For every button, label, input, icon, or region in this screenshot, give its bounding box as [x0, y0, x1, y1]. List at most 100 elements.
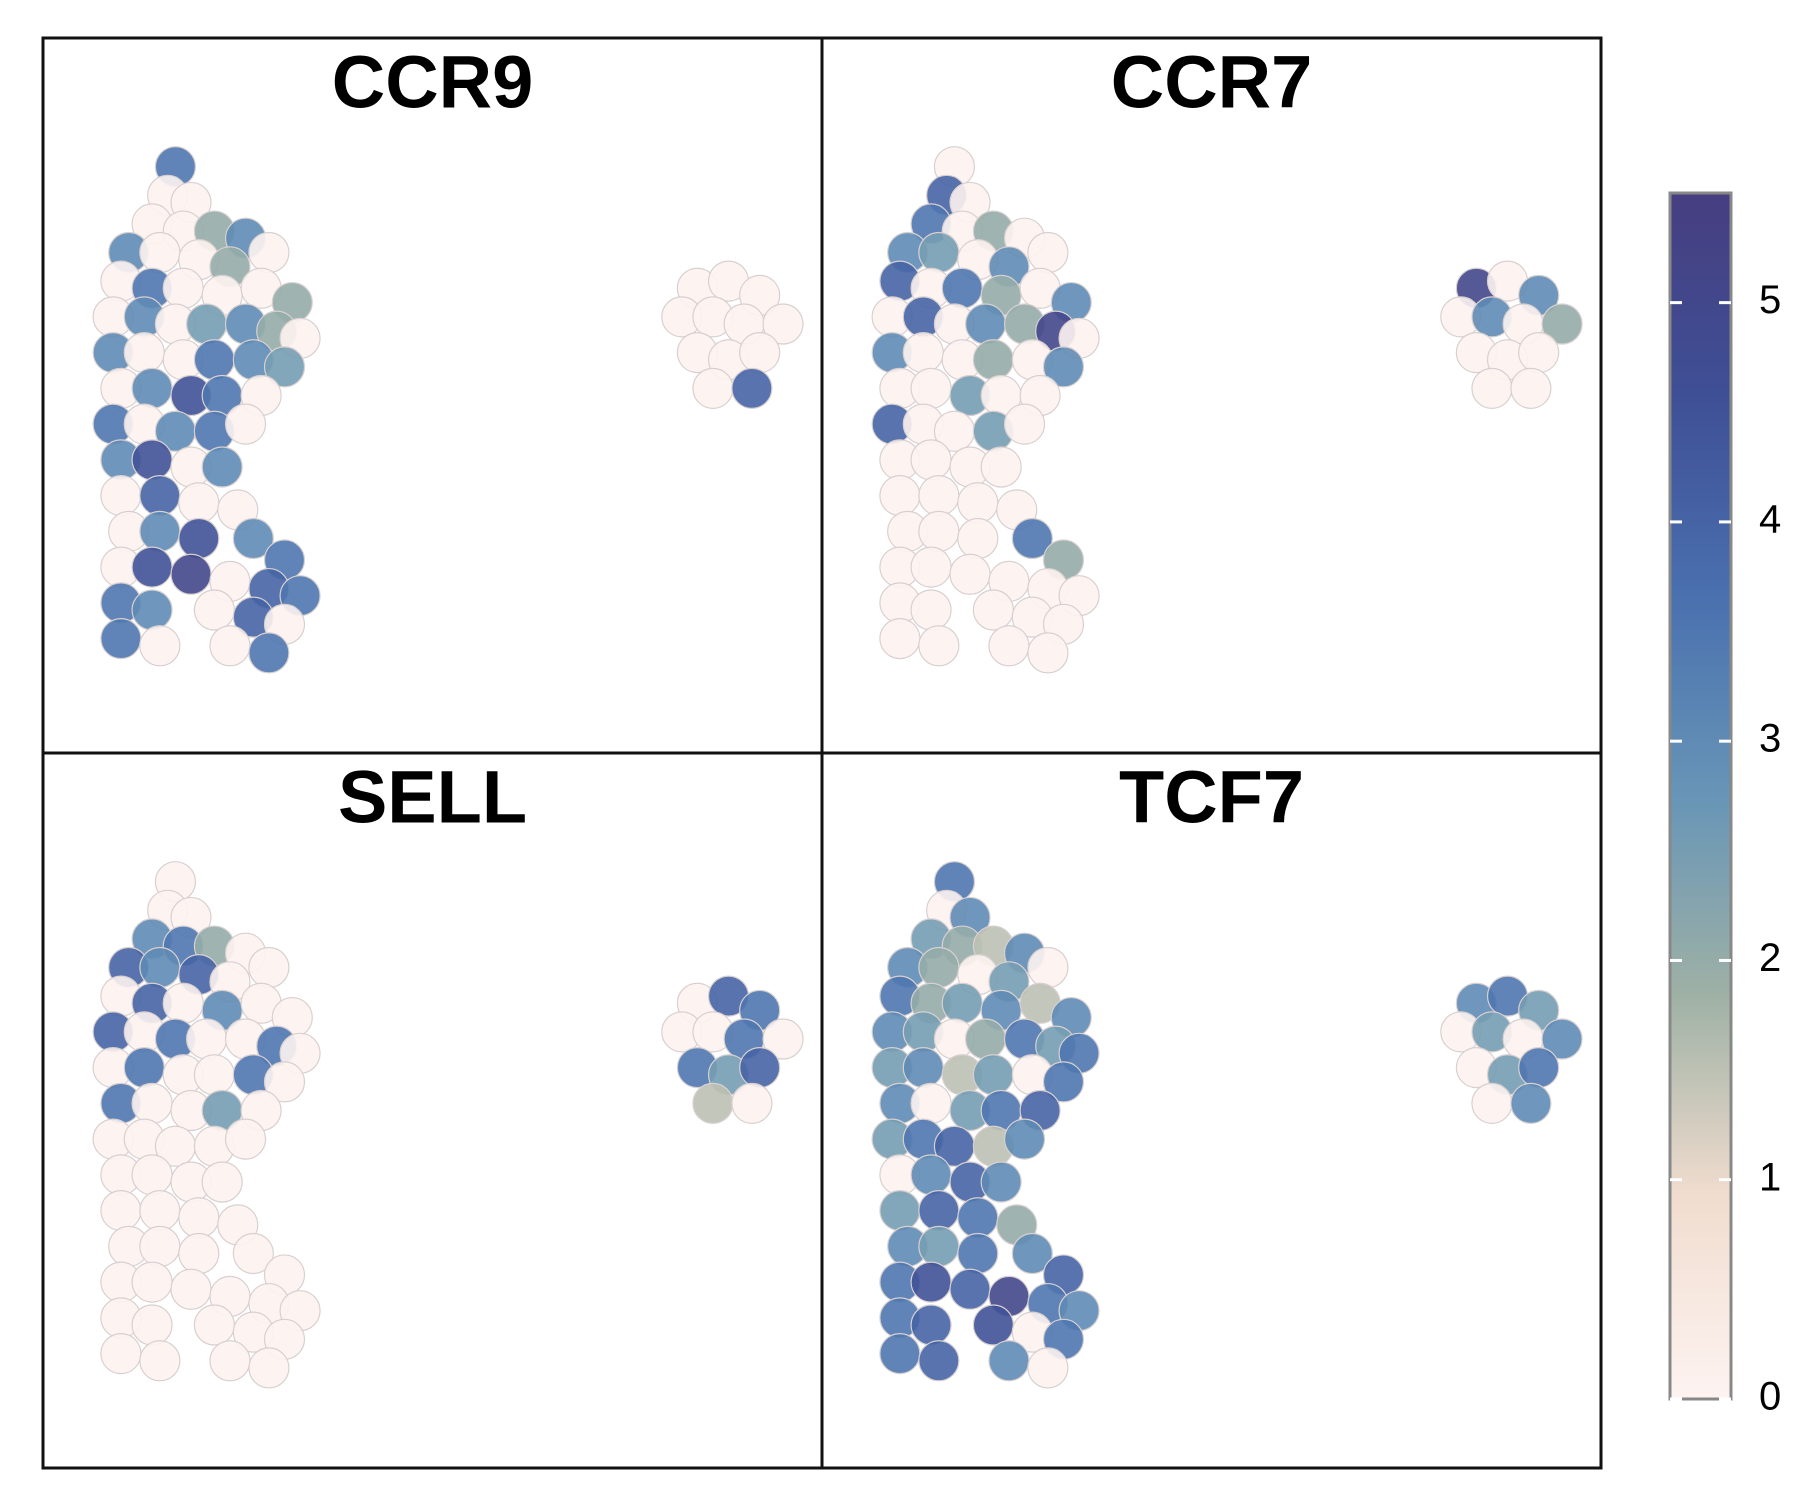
- cell-point: [1518, 332, 1560, 374]
- cell-point: [193, 1054, 235, 1096]
- panel-title: CCR7: [1111, 41, 1312, 124]
- cells: [871, 861, 1583, 1389]
- cell-point: [762, 1018, 804, 1060]
- cell-point: [910, 367, 952, 409]
- cell-point: [232, 517, 274, 560]
- cell-point: [139, 1340, 181, 1382]
- cell-point: [170, 553, 212, 595]
- cell-point: [972, 339, 1014, 381]
- cell-point: [918, 510, 960, 552]
- cell-point: [879, 1332, 921, 1375]
- colorbar-tick-label: 0: [1759, 1375, 1781, 1419]
- cell-point: [1027, 632, 1069, 674]
- cell-point: [1510, 1082, 1552, 1124]
- cell-point: [918, 1189, 960, 1232]
- cell-point: [139, 475, 181, 517]
- cell-point: [178, 1232, 220, 1275]
- cell-point: [1042, 346, 1085, 388]
- cell-point: [209, 1340, 251, 1382]
- cell-point: [957, 482, 999, 524]
- cell-point: [170, 1268, 212, 1310]
- cell-point: [972, 1304, 1014, 1346]
- cell-point: [131, 546, 173, 588]
- cell-point: [131, 367, 173, 409]
- cell-point: [185, 1018, 228, 1060]
- cell-point: [980, 446, 1022, 488]
- cell-point: [918, 1340, 960, 1382]
- cell-point: [910, 589, 952, 631]
- cell-point: [1003, 1118, 1046, 1160]
- cell-point: [949, 553, 991, 595]
- cell-point: [972, 1054, 1014, 1096]
- cell-point: [248, 946, 290, 989]
- cell-point: [1027, 946, 1069, 989]
- cell-point: [263, 346, 306, 388]
- cell-point: [1541, 1018, 1583, 1060]
- cell-point: [980, 1161, 1022, 1203]
- cell-point: [100, 1332, 142, 1375]
- cell-point: [879, 1189, 921, 1232]
- cell-point: [918, 475, 960, 517]
- cell-point: [162, 267, 204, 309]
- cell-point: [248, 1347, 290, 1389]
- cell-point: [910, 439, 952, 481]
- cell-point: [193, 339, 235, 381]
- cell-point: [949, 1268, 991, 1310]
- colorbar-tick-label: 1: [1759, 1155, 1781, 1199]
- cell-point: [100, 617, 142, 660]
- cell-point: [731, 1082, 773, 1124]
- cell-point: [178, 1197, 220, 1239]
- panel-title: TCF7: [1119, 756, 1304, 839]
- cell-point: [131, 1304, 173, 1346]
- panel-title: SELL: [338, 756, 527, 839]
- cell-point: [972, 589, 1014, 631]
- cell-point: [193, 589, 235, 631]
- cell-point: [178, 517, 220, 560]
- cell-point: [1510, 367, 1552, 409]
- cell-point: [879, 475, 921, 517]
- cell-point: [131, 1261, 173, 1303]
- cell-point: [1027, 1347, 1069, 1389]
- colorbar-tick-label: 3: [1759, 717, 1781, 761]
- cell-point: [1027, 231, 1069, 274]
- cell-point: [692, 1082, 734, 1124]
- cell-point: [902, 1046, 944, 1089]
- cell-point: [1471, 367, 1513, 409]
- colorbar-tick-label: 2: [1759, 936, 1781, 980]
- cell-point: [123, 1046, 165, 1089]
- colorbar-tick-label: 4: [1759, 497, 1781, 541]
- cell-point: [910, 1261, 952, 1303]
- cell-point: [879, 617, 921, 660]
- cell-point: [224, 403, 267, 445]
- cell-point: [100, 1189, 142, 1232]
- cell-point: [731, 367, 773, 409]
- cell-point: [131, 1082, 173, 1124]
- cell-point: [762, 303, 804, 345]
- cell-point: [957, 1197, 999, 1239]
- cell-point: [957, 517, 999, 560]
- cell-point: [1541, 303, 1583, 345]
- cell-point: [162, 982, 204, 1024]
- cell-point: [910, 1304, 952, 1346]
- cell-point: [224, 1118, 267, 1160]
- cell-point: [692, 367, 734, 409]
- cell-point: [1011, 1232, 1053, 1275]
- cells: [92, 861, 804, 1389]
- cell-point: [248, 632, 290, 674]
- cell-point: [193, 1304, 235, 1346]
- cell-point: [139, 1189, 181, 1232]
- cell-point: [139, 510, 181, 552]
- cell-point: [201, 1161, 243, 1203]
- cells: [871, 146, 1583, 674]
- panel-frame: [820, 751, 1603, 1470]
- cell-point: [263, 1061, 306, 1103]
- panel-title: CCR9: [332, 41, 533, 124]
- cell-point: [139, 625, 181, 667]
- cell-point: [1042, 1061, 1085, 1103]
- cell-point: [248, 231, 290, 274]
- cell-point: [100, 475, 142, 517]
- cell-point: [988, 1340, 1030, 1382]
- cell-point: [185, 303, 228, 345]
- cell-point: [910, 1082, 952, 1124]
